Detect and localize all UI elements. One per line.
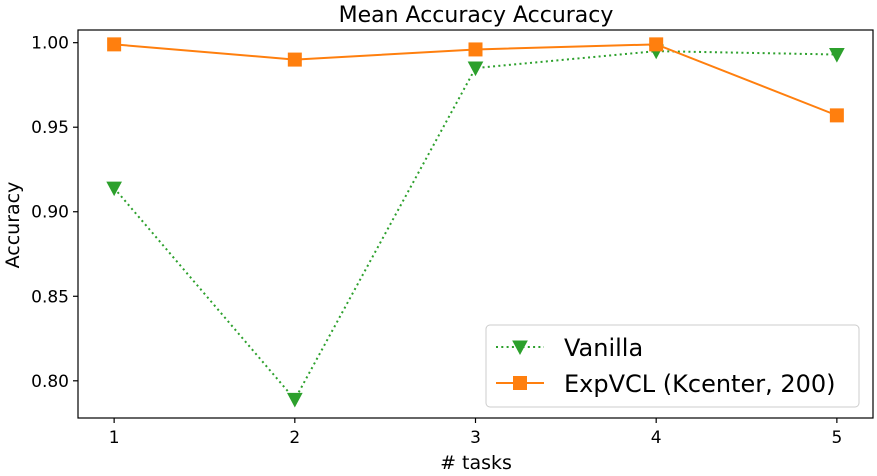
series-0-point-0 [106,181,122,197]
y-tick-label-1: 0.85 [31,287,69,307]
series-1-point-2 [468,42,483,57]
x-axis-label: # tasks [440,452,512,474]
x-tick-label-3: 4 [651,428,662,448]
y-tick-label-2: 0.90 [31,203,69,223]
series-0-point-2 [467,61,484,77]
chart-title: Mean Accuracy Accuracy [339,3,614,28]
axes-layer: 1 2 3 4 5 0.80 0.85 0.90 0.95 1.00 [31,29,874,448]
y-axis-label: Accuracy [2,182,24,269]
series-1-point-3 [649,37,664,52]
legend: Vanilla ExpVCL (Kcenter, 200) [485,324,860,408]
legend-label-1: ExpVCL (Kcenter, 200) [564,370,836,398]
legend-marker-0 [512,340,528,356]
legend-box [485,324,860,408]
series-0-point-4 [829,48,845,63]
legend-marker-1 [513,376,527,390]
series-1-point-1 [287,52,302,67]
legend-label-0: Vanilla [564,334,643,362]
series-1-point-0 [107,37,122,52]
y-tick-label-0: 0.80 [31,372,69,392]
x-tick-label-2: 3 [470,428,481,448]
series-0 [106,44,845,408]
series-layer [106,37,845,408]
series-1 [107,37,844,123]
y-tick-label-3: 0.95 [31,118,69,138]
series-0-point-1 [286,392,303,408]
x-tick-label-4: 5 [831,428,842,448]
x-tick-label-1: 2 [289,428,300,448]
x-tick-label-0: 1 [109,428,120,448]
series-line-0 [113,50,837,402]
y-tick-label-4: 1.00 [31,34,69,54]
series-1-point-4 [829,108,844,123]
